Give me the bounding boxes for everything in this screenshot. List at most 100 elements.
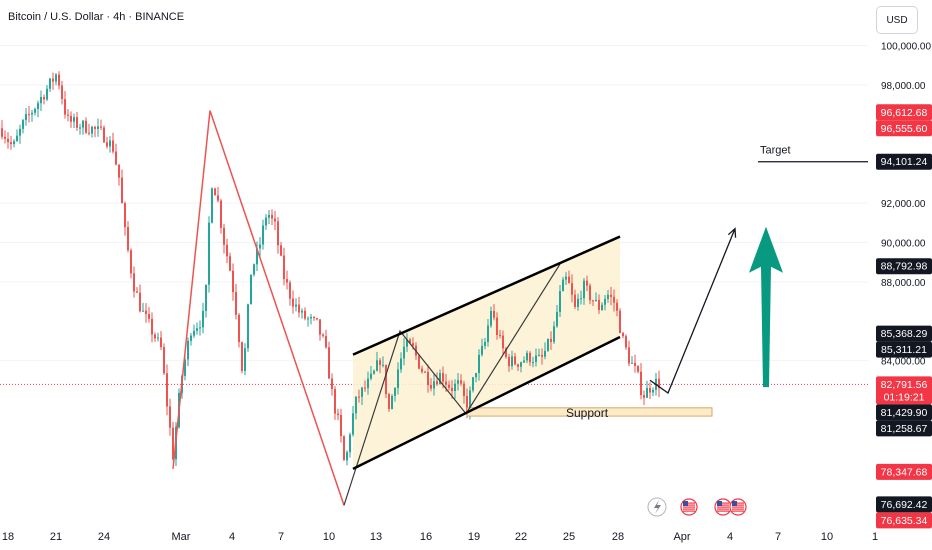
candle-body xyxy=(220,200,222,228)
price-label-box xyxy=(876,496,932,513)
candle-body xyxy=(409,339,411,344)
candle-body xyxy=(442,373,444,382)
symbol-title: Bitcoin / U.S. Dollar · 4h · BINANCE xyxy=(8,11,185,23)
candle-body xyxy=(235,292,237,315)
channel-upper-line[interactable] xyxy=(352,235,621,356)
us-flag-icon[interactable] xyxy=(729,498,747,516)
candle-body xyxy=(271,214,273,219)
flag-stripe xyxy=(683,508,695,510)
candle-body xyxy=(79,127,81,129)
candle-body xyxy=(505,348,507,357)
candle-body xyxy=(574,294,576,307)
target-label: Target xyxy=(760,145,791,157)
candle-body xyxy=(439,373,441,385)
flag-stripe xyxy=(683,506,695,508)
candle-body xyxy=(376,360,378,371)
candle-body xyxy=(421,368,423,372)
price-label-text: 96,612.68 xyxy=(881,107,928,119)
candle-body xyxy=(418,355,420,369)
candle-body xyxy=(247,304,249,349)
time-axis[interactable]: 18 21 24 Mar 4 7 10 13 16 19 22 25 28 Apr 4 7 10 1 xyxy=(2,531,878,543)
candle-body xyxy=(289,282,291,299)
candle-body xyxy=(427,372,429,385)
candle-body xyxy=(598,299,600,311)
flag-stripe xyxy=(683,510,695,512)
bullish-arrow[interactable] xyxy=(749,226,783,388)
candle-body xyxy=(490,310,492,326)
flag-stripe xyxy=(717,502,729,504)
flag-canton xyxy=(683,501,688,506)
candles xyxy=(1,71,660,467)
candle-body xyxy=(106,142,108,147)
flag-stripe xyxy=(732,502,744,504)
candle-body xyxy=(148,313,150,319)
candle-body xyxy=(31,112,33,115)
price-label-box xyxy=(876,258,932,275)
time-tick-label: 28 xyxy=(612,531,624,543)
candle-body xyxy=(28,114,30,116)
candle-body xyxy=(616,302,618,311)
drawings[interactable] xyxy=(172,110,783,506)
candle-body xyxy=(34,108,36,113)
price-label-text: 85,368.29 xyxy=(881,328,928,340)
candle-body xyxy=(58,74,60,86)
channel-lower-line[interactable] xyxy=(352,335,621,470)
projection-path[interactable] xyxy=(649,228,736,395)
candle-body xyxy=(208,222,210,285)
candle-body xyxy=(358,396,360,398)
flag-stripe xyxy=(732,504,744,506)
us-flag-icon[interactable] xyxy=(680,498,698,516)
price-label-box xyxy=(876,420,932,437)
price-label-text: 88,792.98 xyxy=(881,261,928,273)
candle-body xyxy=(172,427,174,460)
candle-body xyxy=(643,395,645,398)
flag-stripe xyxy=(732,510,744,512)
flag-stripe xyxy=(683,504,695,506)
price-label-text: 81,429.90 xyxy=(881,407,928,419)
candle-body xyxy=(19,128,21,136)
channel-area xyxy=(353,236,620,469)
candle-body xyxy=(67,114,69,116)
candle-body xyxy=(508,356,510,367)
candle-body xyxy=(451,387,453,392)
price-axis[interactable]: 100,000.00 98,000.00 92,000.00 90,000.00 88,… xyxy=(876,42,932,529)
target-annotation[interactable]: Target xyxy=(758,145,868,163)
price-tick-label: 92,000.00 xyxy=(881,199,926,210)
candle-body xyxy=(628,347,630,364)
price-label-box xyxy=(876,153,932,170)
price-tick-label: 84,000.00 xyxy=(881,357,926,368)
countdown-label-text: 01:19:21 xyxy=(884,391,925,403)
candle-body xyxy=(133,273,135,292)
candle-body xyxy=(283,255,285,280)
price-label-box xyxy=(876,341,932,358)
time-tick-label: 7 xyxy=(278,531,284,543)
candle-body xyxy=(355,396,357,414)
candle-body xyxy=(580,298,582,300)
price-label-box xyxy=(876,463,932,480)
candle-body xyxy=(169,406,171,428)
candle-body xyxy=(190,335,192,341)
price-label-box xyxy=(876,376,932,405)
zigzag-wave-line[interactable] xyxy=(343,263,561,506)
candle-body xyxy=(532,362,534,364)
event-icons[interactable] xyxy=(647,497,747,517)
us-flag-icon[interactable] xyxy=(714,498,732,516)
support-zone[interactable]: Support xyxy=(466,406,713,420)
candle-body xyxy=(121,177,123,204)
candle-body xyxy=(607,294,609,299)
wedge-pattern-line[interactable] xyxy=(172,110,345,506)
currency-button[interactable]: USD xyxy=(876,6,918,34)
candle-body xyxy=(73,117,75,122)
candle-body xyxy=(328,347,330,379)
candle-body xyxy=(613,296,615,303)
candle-body xyxy=(400,358,402,370)
flag-stripe xyxy=(732,506,744,508)
candle-body xyxy=(22,120,24,129)
candle-body xyxy=(292,298,294,307)
candle-body xyxy=(211,188,213,223)
projection-arrowhead xyxy=(727,227,737,238)
price-label-box xyxy=(876,325,932,342)
time-tick-label: 4 xyxy=(229,531,235,543)
